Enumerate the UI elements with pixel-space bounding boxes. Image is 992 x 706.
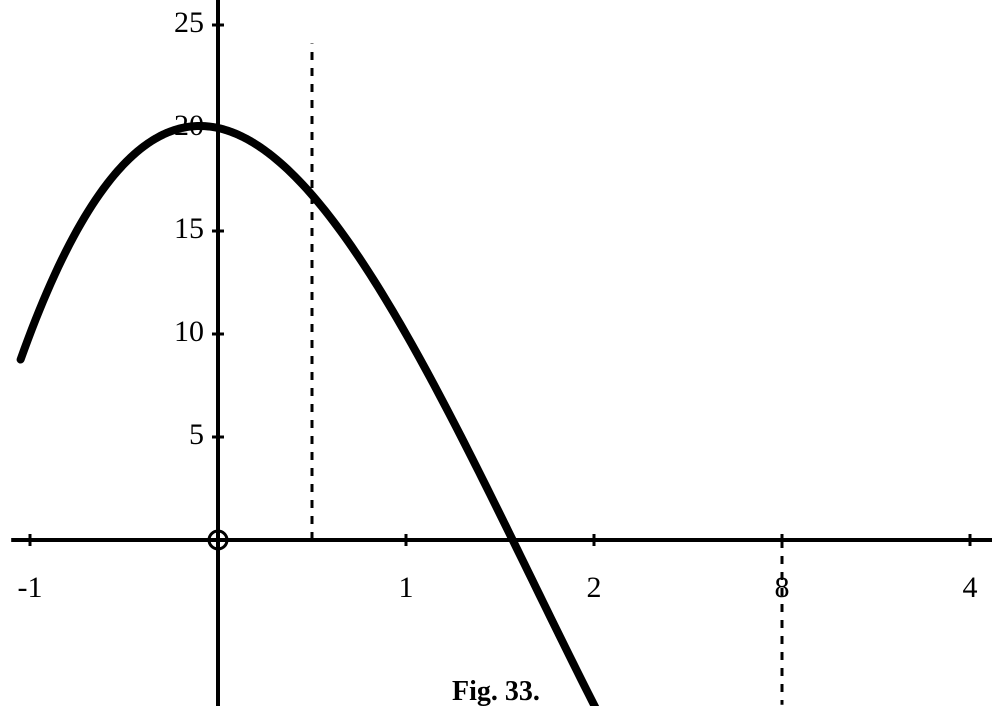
- axis-ticks: [30, 25, 970, 546]
- x-tick-label: 4: [963, 571, 978, 604]
- chart-svg: -11284510152025 Fig. 33.: [0, 0, 992, 706]
- y-tick-label: 5: [189, 418, 204, 451]
- function-curve: [21, 126, 992, 706]
- x-tick-label: 1: [399, 571, 414, 604]
- x-tick-label: 8: [775, 571, 790, 604]
- y-tick-label: 25: [174, 6, 204, 39]
- y-tick-label: 20: [174, 109, 204, 142]
- axes: [11, 0, 992, 706]
- x-tick-label: -1: [18, 571, 43, 604]
- figure-caption: Fig. 33.: [452, 676, 540, 706]
- x-tick-label: 2: [587, 571, 602, 604]
- caption: Fig. 33.: [452, 676, 540, 706]
- curve: [21, 126, 992, 706]
- y-tick-label: 15: [174, 212, 204, 245]
- y-tick-label: 10: [174, 315, 204, 348]
